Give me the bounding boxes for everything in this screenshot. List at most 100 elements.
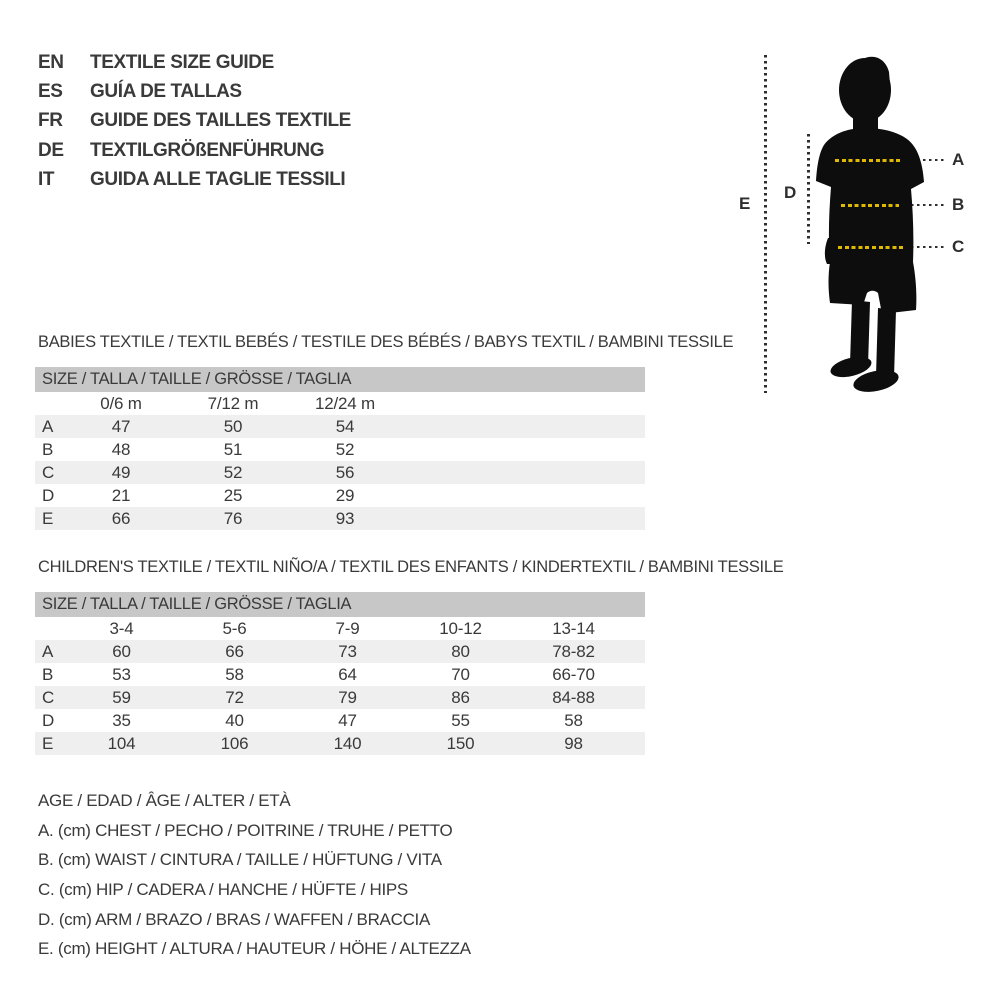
measurement-legend: AGE / EDAD / ÂGE / ALTER / ETÀ A. (cm) C… bbox=[38, 786, 471, 964]
table-cell: 106 bbox=[220, 734, 249, 753]
column-header: 13-14 bbox=[552, 619, 595, 638]
row-label: B bbox=[42, 440, 54, 459]
table-cell: 60 bbox=[112, 642, 131, 661]
table-row: B 53 58 64 70 66-70 bbox=[35, 663, 645, 686]
row-label: A bbox=[42, 642, 54, 661]
silhouette-right-leg bbox=[876, 308, 896, 378]
table-row: A 60 66 73 80 78-82 bbox=[35, 640, 645, 663]
table-cell: 25 bbox=[223, 486, 243, 505]
title-row-es: ES GUÍA DE TALLAS bbox=[38, 77, 351, 106]
table-row: D 35 40 47 55 58 bbox=[35, 709, 645, 732]
column-header: 0/6 m bbox=[100, 394, 142, 413]
table-cell: 150 bbox=[446, 734, 475, 753]
table-cell: 78-82 bbox=[552, 642, 595, 661]
legend-age: AGE / EDAD / ÂGE / ALTER / ETÀ bbox=[38, 791, 291, 810]
table-cell: 47 bbox=[338, 711, 357, 730]
babies-column-headers: 0/6 m 7/12 m 12/24 m bbox=[35, 393, 645, 415]
guide-title: TEXTILGRÖßENFÜHRUNG bbox=[90, 139, 325, 161]
row-label: A bbox=[42, 417, 54, 436]
column-header: 7-9 bbox=[335, 619, 360, 638]
table-cell: 59 bbox=[112, 688, 131, 707]
chest-label: A bbox=[952, 150, 965, 169]
table-cell: 52 bbox=[335, 440, 355, 459]
table-cell: 52 bbox=[223, 463, 243, 482]
height-measure-line bbox=[764, 55, 767, 393]
table-row: D 21 25 29 bbox=[35, 484, 645, 507]
lang-code: ES bbox=[38, 81, 63, 103]
table-cell: 64 bbox=[338, 665, 357, 684]
table-cell: 54 bbox=[335, 417, 355, 436]
guide-title: TEXTILE SIZE GUIDE bbox=[90, 51, 274, 73]
language-title-block: EN TEXTILE SIZE GUIDE ES GUÍA DE TALLAS … bbox=[38, 48, 351, 195]
table-cell: 104 bbox=[107, 734, 136, 753]
table-cell: 86 bbox=[451, 688, 470, 707]
table-cell: 76 bbox=[223, 509, 243, 528]
silhouette-head bbox=[839, 58, 891, 122]
babies-size-header-bar: SIZE / TALLA / TAILLE / GRÖSSE / TAGLIA bbox=[35, 367, 645, 392]
table-row: E 66 76 93 bbox=[35, 507, 645, 530]
legend-waist: B. (cm) WAIST / CINTURA / TAILLE / HÜFTU… bbox=[38, 850, 442, 870]
silhouette-left-foot bbox=[830, 356, 872, 378]
table-cell: 72 bbox=[225, 688, 244, 707]
table-cell: 66-70 bbox=[552, 665, 595, 684]
lang-code: IT bbox=[38, 169, 55, 191]
table-row: E 104 106 140 150 98 bbox=[35, 732, 645, 755]
table-row: C 49 52 56 bbox=[35, 461, 645, 484]
chest-line-extension bbox=[905, 159, 944, 162]
row-label: B bbox=[42, 665, 54, 684]
column-header: 5-6 bbox=[222, 619, 247, 638]
table-cell: 70 bbox=[451, 665, 470, 684]
waist-line-extension bbox=[905, 204, 944, 207]
table-cell: 98 bbox=[564, 734, 583, 753]
table-cell: 73 bbox=[338, 642, 357, 661]
table-cell: 80 bbox=[451, 642, 470, 661]
children-table-body: A 60 66 73 80 78-82 B 53 58 64 70 66-70 … bbox=[35, 640, 645, 755]
hip-label: C bbox=[952, 237, 965, 256]
child-silhouette bbox=[816, 56, 924, 392]
row-label: D bbox=[42, 486, 55, 505]
table-cell: 48 bbox=[111, 440, 131, 459]
silhouette-shorts bbox=[828, 262, 917, 314]
lang-code: EN bbox=[38, 51, 64, 73]
table-cell: 84-88 bbox=[552, 688, 595, 707]
row-label: E bbox=[42, 734, 54, 753]
guide-title: GUIDE DES TAILLES TEXTILE bbox=[90, 110, 351, 132]
chest-line bbox=[835, 159, 902, 162]
table-row: A 47 50 54 bbox=[35, 415, 645, 438]
empty-corner-cell bbox=[35, 618, 65, 640]
arm-measure-line bbox=[807, 134, 810, 244]
table-cell: 66 bbox=[111, 509, 131, 528]
table-cell: 55 bbox=[451, 711, 470, 730]
empty-corner-cell bbox=[35, 393, 65, 415]
hip-line bbox=[838, 246, 903, 249]
row-label: C bbox=[42, 463, 55, 482]
table-cell: 51 bbox=[223, 440, 243, 459]
babies-table-body: A 47 50 54 B 48 51 52 C 49 52 56 D 21 25… bbox=[35, 415, 645, 530]
table-cell: 29 bbox=[335, 486, 355, 505]
title-row-en: EN TEXTILE SIZE GUIDE bbox=[38, 48, 351, 77]
silhouette-hair bbox=[865, 56, 890, 84]
children-section-title: CHILDREN'S TEXTILE / TEXTIL NIÑO/A / TEX… bbox=[38, 558, 784, 576]
column-header: 10-12 bbox=[439, 619, 482, 638]
table-row: B 48 51 52 bbox=[35, 438, 645, 461]
table-cell: 79 bbox=[338, 688, 357, 707]
lang-code: DE bbox=[38, 139, 64, 161]
column-header: 7/12 m bbox=[207, 394, 259, 413]
table-cell: 58 bbox=[225, 665, 244, 684]
guide-title: GUIDA ALLE TAGLIE TESSILI bbox=[90, 169, 346, 191]
title-row-fr: FR GUIDE DES TAILLES TEXTILE bbox=[38, 107, 351, 136]
children-size-header-bar: SIZE / TALLA / TAILLE / GRÖSSE / TAGLIA bbox=[35, 592, 645, 617]
table-row: C 59 72 79 86 84-88 bbox=[35, 686, 645, 709]
legend-height: E. (cm) HEIGHT / ALTURA / HAUTEUR / HÖHE… bbox=[38, 939, 471, 959]
lang-code: FR bbox=[38, 110, 63, 132]
children-column-headers: 3-4 5-6 7-9 10-12 13-14 bbox=[35, 618, 645, 640]
row-label: D bbox=[42, 711, 55, 730]
legend-chest: A. (cm) CHEST / PECHO / POITRINE / TRUHE… bbox=[38, 820, 453, 840]
legend-arm: D. (cm) ARM / BRAZO / BRAS / WAFFEN / BR… bbox=[38, 909, 431, 929]
table-cell: 56 bbox=[335, 463, 355, 482]
legend-hip: C. (cm) HIP / CADERA / HANCHE / HÜFTE / … bbox=[38, 880, 408, 900]
table-cell: 93 bbox=[335, 509, 355, 528]
table-cell: 66 bbox=[225, 642, 244, 661]
table-cell: 49 bbox=[111, 463, 131, 482]
